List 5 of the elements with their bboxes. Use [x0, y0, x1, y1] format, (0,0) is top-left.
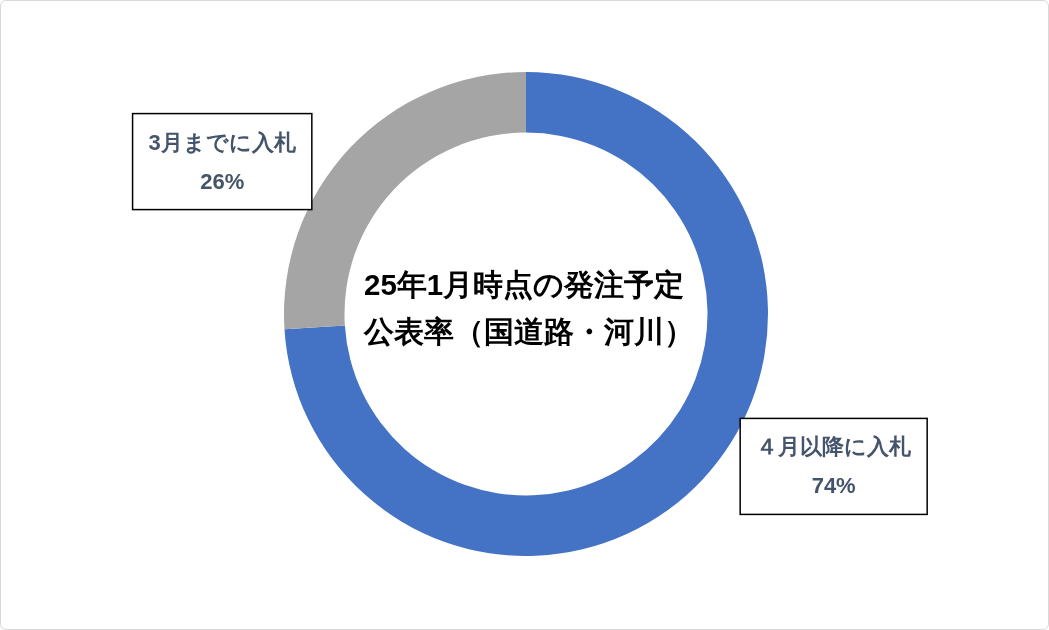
slice-label: ４月以降に入札: [756, 434, 913, 460]
slice-label: 3月までに入札: [148, 129, 297, 155]
data-label: 26%: [200, 168, 245, 194]
data-label: 74%: [811, 473, 856, 499]
title: 25年1月時点の発注予定公表率（国道路・河川）: [364, 268, 694, 348]
